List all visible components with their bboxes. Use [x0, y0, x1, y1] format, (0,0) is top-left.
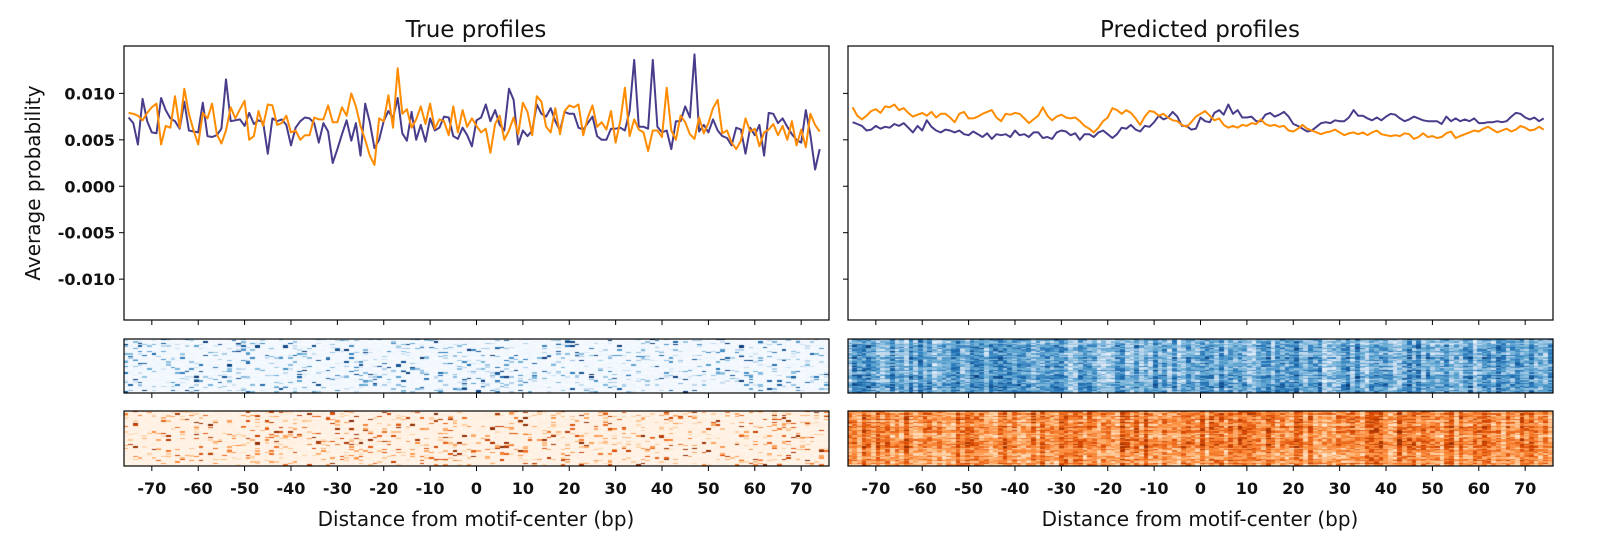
heatmap-predicted-strand2 — [848, 411, 1553, 466]
x-tick-label: -40 — [277, 479, 306, 498]
x-tick-label: 60 — [1468, 479, 1490, 498]
x-tick-label: -30 — [1047, 479, 1076, 498]
x-tick-label: 0 — [1195, 479, 1206, 498]
x-tick-label: -60 — [184, 479, 213, 498]
x-tick-label: -50 — [954, 479, 983, 498]
y-tick-label: 0.005 — [64, 131, 115, 150]
heatmap-predicted-strand1 — [848, 339, 1553, 393]
x-tick-label: -70 — [861, 479, 890, 498]
x-tick-label: 20 — [1282, 479, 1304, 498]
x-tick-label: -30 — [323, 479, 352, 498]
x-tick-label: 0 — [471, 479, 482, 498]
series-line-strand2 — [851, 103, 1545, 140]
x-tick-label: -50 — [230, 479, 259, 498]
x-tick-label: -10 — [1140, 479, 1169, 498]
x-tick-label: -20 — [1093, 479, 1122, 498]
x-tick-label: 30 — [605, 479, 627, 498]
x-tick-label: 60 — [744, 479, 766, 498]
title-predicted: Predicted profiles — [1100, 17, 1300, 43]
series-line-strand2 — [128, 67, 821, 166]
title-true: True profiles — [405, 17, 547, 43]
x-tick-label: -20 — [369, 479, 398, 498]
x-tick-label: -70 — [137, 479, 166, 498]
x-tick-label: 50 — [697, 479, 719, 498]
x-tick-label: 10 — [512, 479, 534, 498]
heatmap-frame — [123, 338, 830, 394]
x-tick-label: -10 — [416, 479, 445, 498]
x-tick-label: 30 — [1329, 479, 1351, 498]
series-line-strand1 — [127, 53, 821, 171]
x-tick-label: 40 — [1375, 479, 1397, 498]
heatmap-true-strand1 — [124, 339, 829, 393]
x-axis-label-true: Distance from motif-center (bp) — [318, 507, 635, 531]
x-axis-label-predicted: Distance from motif-center (bp) — [1042, 507, 1359, 531]
x-tick-label: 70 — [1514, 479, 1536, 498]
x-tick-label: -60 — [908, 479, 937, 498]
x-tick-label: 70 — [790, 479, 812, 498]
x-tick-label: -40 — [1001, 479, 1030, 498]
y-tick-label: 0.010 — [64, 84, 115, 103]
y-tick-label: -0.010 — [58, 270, 115, 289]
x-tick-label: 10 — [1236, 479, 1258, 498]
series-line-strand1 — [852, 103, 1545, 141]
x-tick-label: 50 — [1421, 479, 1443, 498]
plot-frame — [123, 45, 830, 321]
x-tick-label: 20 — [558, 479, 580, 498]
heatmap-frame — [847, 410, 1554, 467]
plot-frame — [847, 45, 1554, 321]
heatmap-frame — [847, 338, 1554, 394]
heatmap-frame — [123, 410, 830, 467]
y-tick-label: -0.005 — [58, 224, 115, 243]
y-axis-label: Average probability — [21, 85, 45, 280]
x-tick-label: 40 — [651, 479, 673, 498]
heatmap-true-strand2 — [124, 411, 829, 466]
y-tick-label: 0.000 — [64, 177, 115, 196]
